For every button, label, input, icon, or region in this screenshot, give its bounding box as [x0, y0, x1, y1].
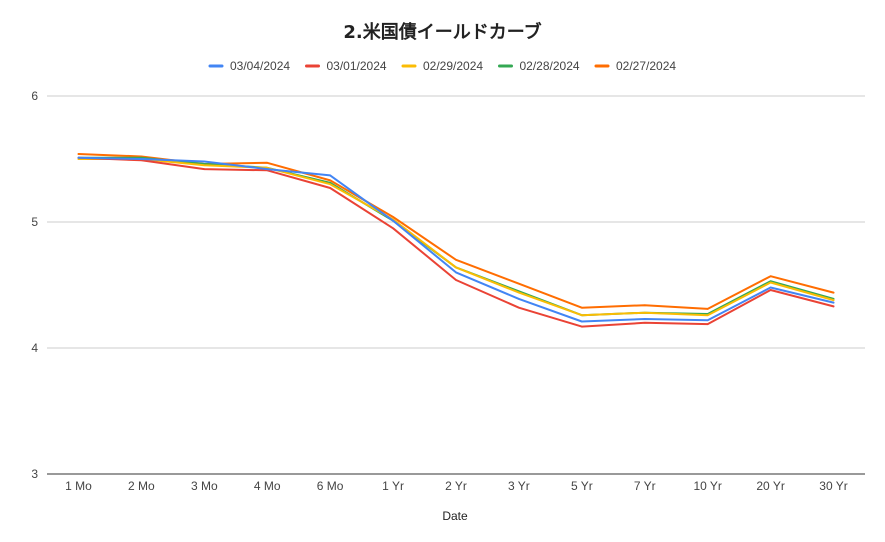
data-point: [518, 291, 520, 294]
x-tick-label: 3 Yr: [508, 479, 530, 493]
data-point: [581, 306, 583, 309]
y-tick-label: 4: [31, 341, 38, 355]
data-point: [769, 281, 772, 284]
data-point: [706, 314, 709, 317]
series-line: [77, 156, 835, 317]
data-point: [706, 323, 709, 325]
data-point: [266, 168, 269, 170]
x-tick-label: 1 Yr: [382, 479, 404, 493]
data-point: [203, 164, 206, 167]
x-tick-label: 20 Yr: [756, 479, 784, 493]
x-tick-label: 2 Mo: [128, 479, 155, 493]
legend: 03/04/2024 03/01/2024 02/29/2024 02/28/2024…: [208, 59, 676, 73]
x-axis-title: Date: [442, 509, 468, 523]
data-point: [266, 162, 269, 164]
legend-label: 02/28/2024: [520, 59, 580, 73]
y-axis-ticks: 3 4 5 6: [31, 89, 38, 481]
data-point: [392, 216, 394, 218]
chart-title: 2.米国債イールドカーブ: [343, 22, 542, 43]
data-point: [140, 158, 143, 160]
x-tick-label: 1 Mo: [65, 479, 92, 493]
x-tick-label: 3 Mo: [191, 479, 218, 493]
legend-label: 03/01/2024: [327, 59, 387, 73]
series-line: [77, 153, 835, 310]
data-point: [706, 308, 709, 310]
data-point: [329, 187, 332, 189]
data-point: [203, 168, 206, 170]
data-point: [77, 156, 80, 159]
legend-label: 02/29/2024: [423, 59, 483, 73]
data-point: [644, 311, 646, 314]
data-point: [518, 282, 520, 285]
x-tick-label: 5 Yr: [571, 479, 593, 493]
data-point: [581, 314, 583, 317]
data-point: [706, 319, 709, 322]
data-point: [644, 318, 646, 320]
data-point: [832, 305, 835, 308]
data-point: [203, 160, 206, 163]
x-tick-label: 30 Yr: [819, 479, 847, 493]
x-tick-label: 6 Mo: [317, 479, 344, 493]
data-point: [769, 275, 772, 278]
y-tick-label: 3: [31, 467, 38, 481]
y-tick-label: 6: [31, 89, 38, 103]
data-point: [518, 306, 520, 309]
data-point: [77, 153, 80, 155]
gridlines: [47, 95, 865, 475]
series-line: [77, 156, 835, 323]
data-point: [581, 320, 583, 323]
data-point: [518, 298, 520, 300]
data-point: [455, 279, 457, 281]
series-lines: [77, 153, 835, 328]
data-point: [455, 266, 457, 269]
data-point: [329, 179, 332, 182]
data-point: [832, 291, 835, 294]
data-point: [644, 322, 646, 324]
y-tick-label: 5: [31, 215, 38, 229]
x-tick-label: 4 Mo: [254, 479, 281, 493]
data-point: [832, 299, 835, 301]
data-point: [581, 325, 583, 328]
x-tick-label: 7 Yr: [634, 479, 656, 493]
data-point: [455, 271, 457, 274]
x-axis-ticks: 1 Mo 2 Mo 3 Mo 4 Mo 6 Mo 1 Yr 2 Yr 3 Yr 5 Yr 7 Yr…: [65, 479, 848, 493]
series-line: [77, 158, 835, 317]
legend-label: 03/04/2024: [230, 59, 290, 73]
x-tick-label: 2 Yr: [445, 479, 467, 493]
data-point: [769, 286, 772, 289]
legend-label: 02/27/2024: [616, 59, 676, 73]
data-point: [392, 219, 394, 222]
data-point: [329, 183, 332, 185]
data-point: [832, 301, 835, 304]
data-point: [644, 304, 646, 307]
data-point: [455, 259, 457, 261]
x-tick-label: 10 Yr: [693, 479, 721, 493]
data-point: [392, 227, 394, 230]
data-point: [329, 174, 332, 177]
data-point: [769, 289, 772, 291]
